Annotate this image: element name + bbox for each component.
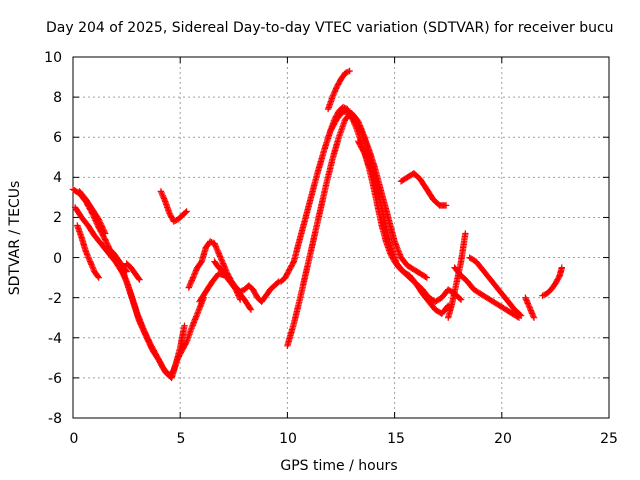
axis-ticks — [72, 56, 610, 419]
series-arc-m — [324, 67, 353, 113]
x-tick-label-25: 25 — [600, 431, 618, 447]
plus-markers-arc-b — [71, 204, 188, 382]
y-tick-label-8: 8 — [53, 90, 62, 106]
y-tick-label-neg8: -8 — [48, 411, 62, 427]
series-arc-g — [157, 188, 190, 225]
series-arc-c — [74, 222, 102, 281]
chart-title: Day 204 of 2025, Sidereal Day-to-day VTE… — [46, 20, 614, 36]
series-arc-j — [211, 258, 244, 303]
plus-markers-arc-j — [211, 258, 244, 303]
series-arc-a — [69, 186, 207, 380]
x-tick-label-10: 10 — [279, 431, 297, 447]
series-arc-p — [397, 170, 450, 209]
x-tick-label-5: 5 — [177, 431, 186, 447]
plus-markers-arc-a — [69, 186, 207, 380]
y-tick-label-10: 10 — [44, 50, 62, 66]
y-tick-label-2: 2 — [53, 210, 62, 226]
series-arc-q — [445, 230, 469, 321]
series-arc-t — [522, 294, 538, 321]
x-tick-label-20: 20 — [494, 431, 512, 447]
plus-markers-arc-u — [539, 264, 565, 299]
plus-markers-arc-f — [123, 260, 143, 283]
y-tick-label-6: 6 — [53, 130, 62, 146]
plus-markers-arc-t — [522, 294, 538, 321]
plus-markers-arc-s — [451, 264, 523, 321]
y-tick-label-neg2: -2 — [48, 291, 62, 307]
plus-markers-arc-c — [74, 222, 102, 281]
x-axis-label: GPS time / hours — [280, 458, 397, 474]
series-arc-h — [185, 238, 282, 305]
series-arc-f — [123, 260, 143, 283]
series-arc-n — [327, 107, 430, 281]
series-arc-d — [76, 188, 109, 237]
plus-markers-arc-d — [76, 188, 109, 237]
x-tick-label-0: 0 — [70, 431, 79, 447]
plus-markers-arc-n — [327, 107, 430, 281]
series-arc-o — [355, 138, 383, 197]
plot-frame — [72, 56, 610, 419]
plus-markers-arc-p — [397, 170, 450, 209]
series-arc-s — [451, 264, 523, 321]
plus-markers-arc-q — [445, 230, 469, 321]
y-tick-label-neg6: -6 — [48, 371, 62, 387]
x-tick-label-15: 15 — [387, 431, 405, 447]
series-arc-e — [104, 244, 130, 275]
data-points — [69, 67, 565, 382]
plus-markers-arc-r — [466, 254, 525, 319]
plus-markers-arc-h — [185, 238, 282, 305]
plus-markers-arc-m — [324, 67, 353, 113]
series-arc-b — [71, 204, 188, 382]
plus-markers-arc-e — [104, 244, 130, 275]
series-arc-r — [466, 254, 525, 319]
y-axis-label: SDTVAR / TECUs — [7, 181, 23, 296]
y-tick-label-neg4: -4 — [48, 331, 62, 347]
plus-markers-arc-o — [355, 138, 383, 197]
plus-markers-arc-g — [157, 188, 190, 225]
y-tick-label-0: 0 — [53, 251, 62, 267]
y-tick-label-4: 4 — [53, 170, 62, 186]
series-arc-u — [539, 264, 565, 299]
